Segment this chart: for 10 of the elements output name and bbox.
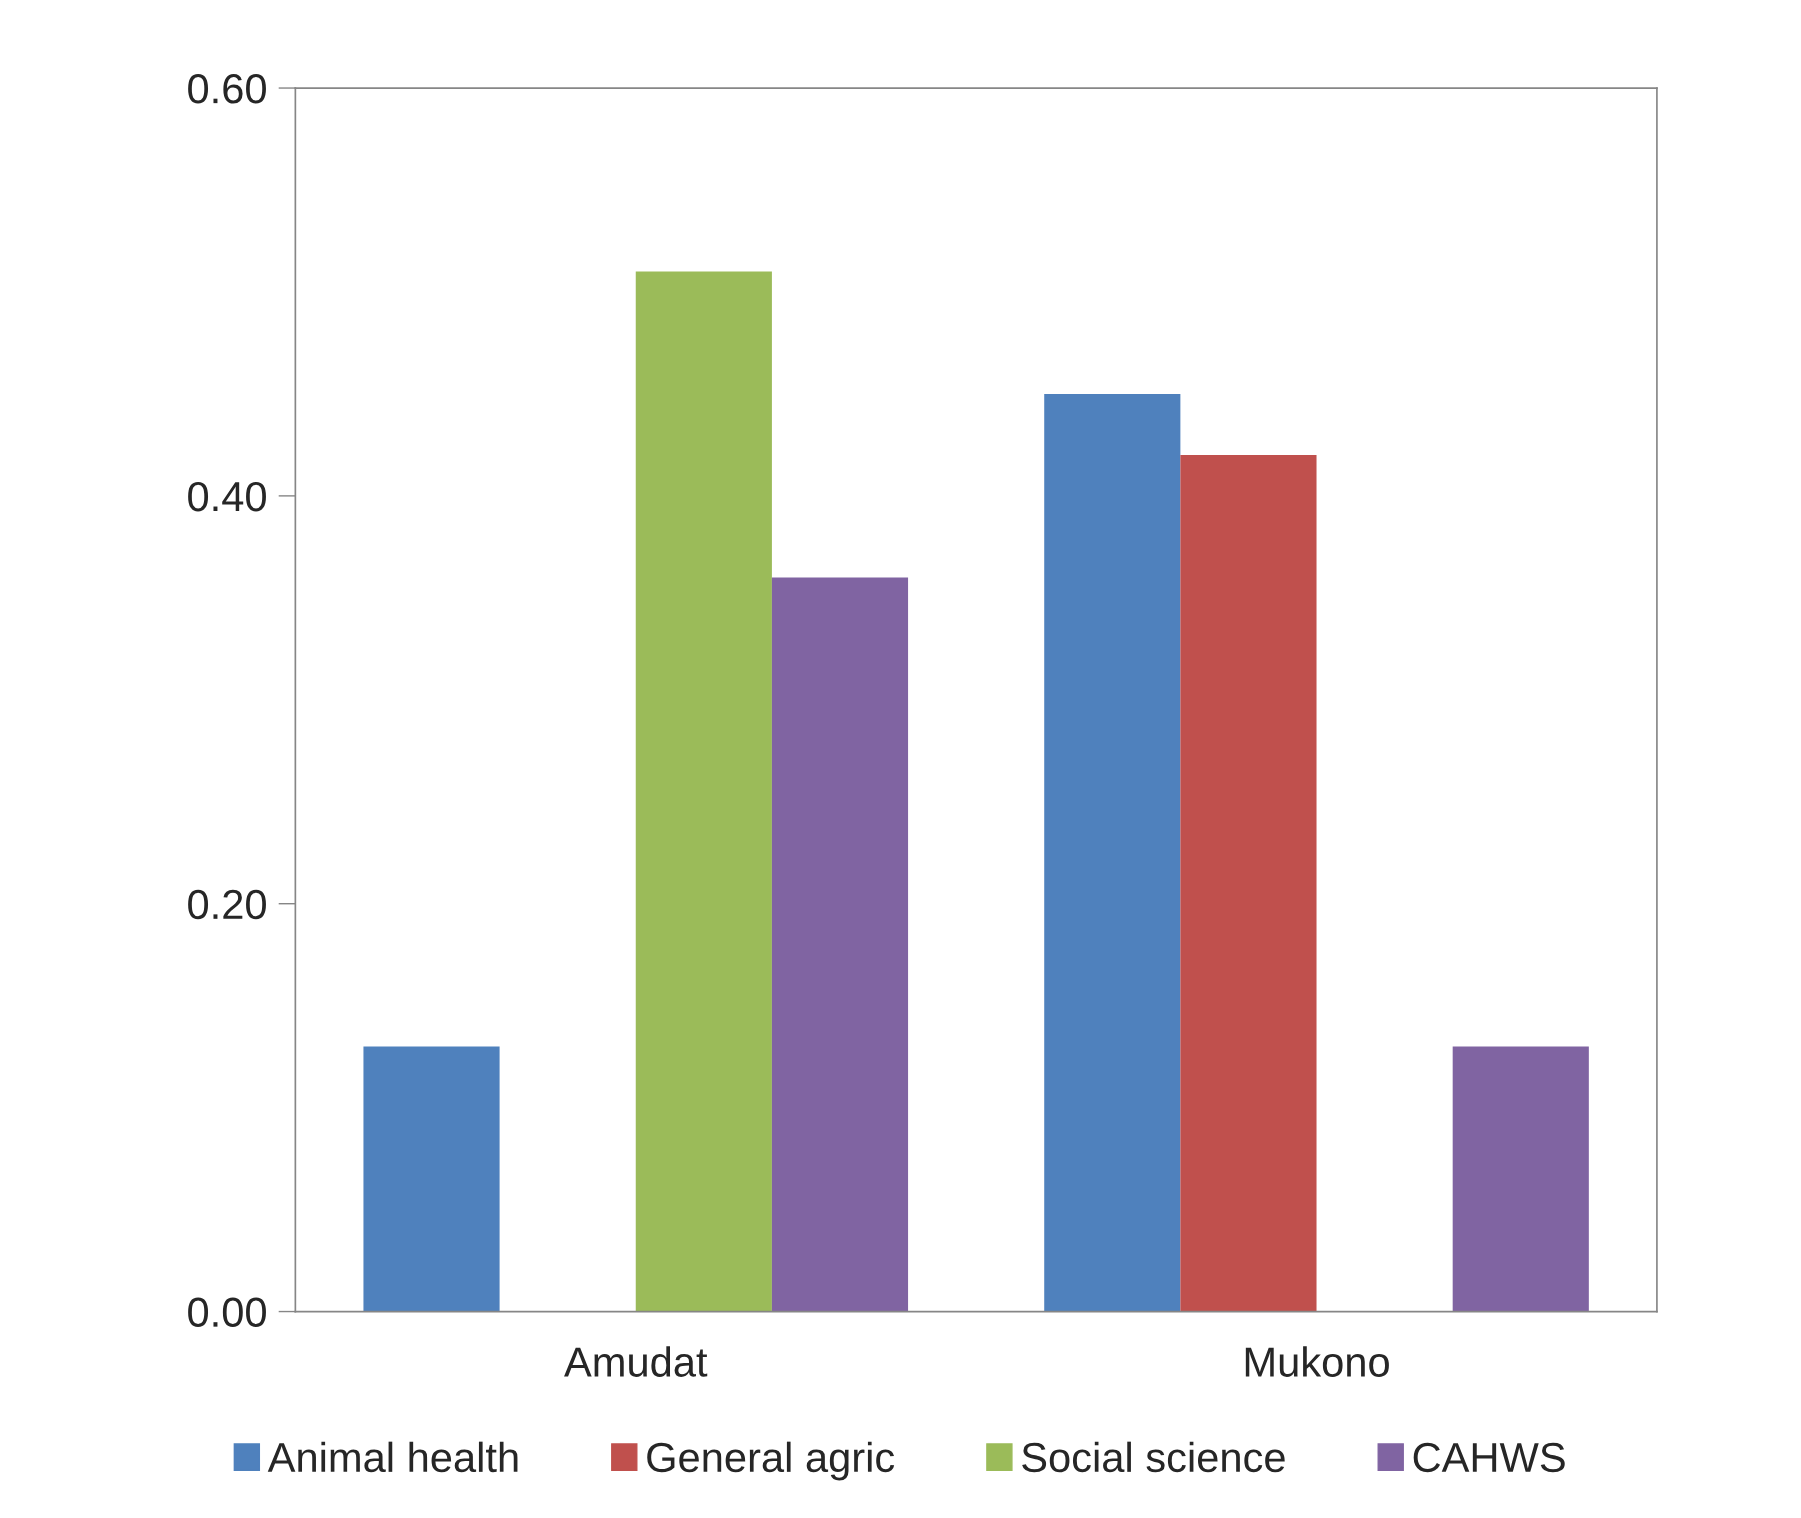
y-tick-label: 0.60 (188, 74, 266, 104)
legend-label: CAHWS (1413, 1442, 1565, 1473)
y-tick-label: 0.00 (188, 1297, 266, 1328)
y-tick-label: 0.20 (188, 889, 266, 920)
x-tick-label: Amudat (564, 1346, 708, 1377)
legend-label: Social science (1022, 1441, 1285, 1473)
legend-label: Animal health (267, 1441, 518, 1473)
legend-label: General agric (647, 1441, 895, 1481)
x-tick-label: Mukono (1245, 1346, 1389, 1377)
y-tick-label: 0.40 (188, 481, 266, 512)
